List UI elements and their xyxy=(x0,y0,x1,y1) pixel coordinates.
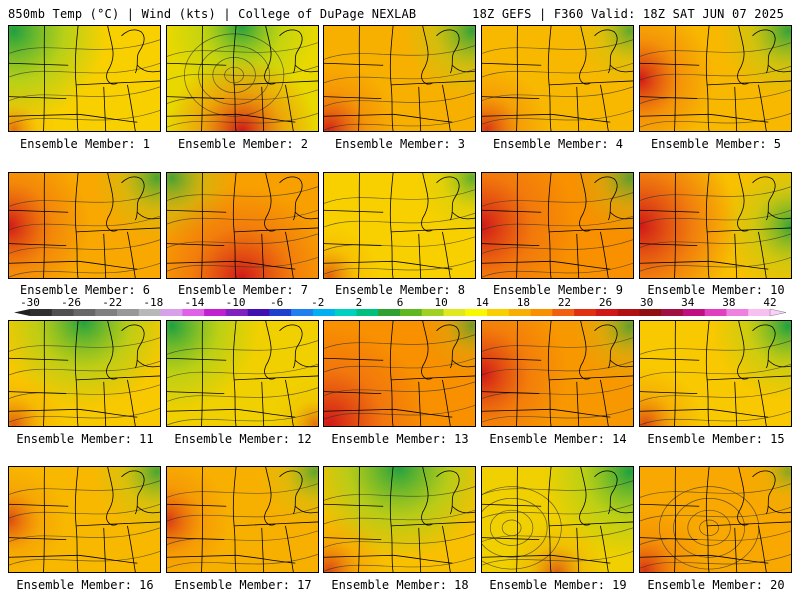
colorbar-segment xyxy=(574,309,597,316)
colorbar-segment xyxy=(508,309,531,316)
colorbar-tick-label: -14 xyxy=(185,297,205,309)
colorbar-segment xyxy=(726,309,749,316)
colorbar-segment xyxy=(639,309,662,316)
colorbar-segment xyxy=(334,309,357,316)
colorbar-tick-label: 42 xyxy=(763,297,776,309)
ensemble-map-panel xyxy=(166,320,319,427)
colorbar-segment xyxy=(530,309,553,316)
ensemble-map-panel xyxy=(639,172,792,279)
ensemble-member-label: Ensemble Member: 16 xyxy=(16,578,154,592)
ensemble-member-label: Ensemble Member: 13 xyxy=(331,432,469,446)
colorbar-tick-label: 18 xyxy=(517,297,530,309)
ensemble-map-panel xyxy=(166,172,319,279)
ensemble-map-panel xyxy=(8,172,161,279)
colorbar-tick-label: -22 xyxy=(102,297,122,309)
ensemble-member-label: Ensemble Member: 6 xyxy=(19,283,151,297)
ensemble-member-label: Ensemble Member: 15 xyxy=(647,432,785,446)
colorbar-segment xyxy=(204,309,227,316)
colorbar-segment xyxy=(312,309,336,316)
colorbar-segment xyxy=(73,309,96,316)
ensemble-map-panel xyxy=(639,25,792,132)
colorbar-segment xyxy=(682,309,706,316)
colorbar-tick-label: -6 xyxy=(270,297,283,309)
colorbar-min-arrow xyxy=(14,309,30,316)
colorbar-tick-label: 10 xyxy=(434,297,447,309)
ensemble-member-label: Ensemble Member: 9 xyxy=(492,283,624,297)
colorbar-segment xyxy=(421,309,444,316)
ensemble-member-label: Ensemble Member: 1 xyxy=(19,137,151,151)
colorbar-segment xyxy=(704,309,727,316)
colorbar-tick-label: -10 xyxy=(226,297,246,309)
colorbar-segment xyxy=(378,309,401,316)
ensemble-map-panel xyxy=(481,466,634,573)
ensemble-member-label: Ensemble Member: 2 xyxy=(177,137,309,151)
ensemble-map-panel xyxy=(166,466,319,573)
ensemble-map-panel xyxy=(323,172,476,279)
ensemble-map-panel xyxy=(481,25,634,132)
valid-time: 18Z GEFS | F360 Valid: 18Z SAT JUN 07 20… xyxy=(472,7,784,21)
colorbar-tick-label: -2 xyxy=(311,297,324,309)
ensemble-member-label: Ensemble Member: 8 xyxy=(334,283,466,297)
ensemble-member-label: Ensemble Member: 14 xyxy=(489,432,627,446)
colorbar-tick-label: 6 xyxy=(397,297,404,309)
colorbar-segment xyxy=(465,309,488,316)
ensemble-map-panel xyxy=(323,320,476,427)
colorbar-segment xyxy=(95,309,118,316)
ensemble-member-label: Ensemble Member: 19 xyxy=(489,578,627,592)
colorbar-tick-label: 26 xyxy=(599,297,612,309)
colorbar-segment xyxy=(443,309,466,316)
map-title: 850mb Temp (°C) | Wind (kts) | College o… xyxy=(8,7,417,21)
ensemble-map-panel xyxy=(323,466,476,573)
ensemble-map-panel xyxy=(323,25,476,132)
colorbar-segment xyxy=(225,309,248,316)
ensemble-member-label: Ensemble Member: 7 xyxy=(177,283,309,297)
colorbar-tick-label: 2 xyxy=(356,297,363,309)
colorbar-tick-label: -30 xyxy=(20,297,40,309)
colorbar-segment xyxy=(117,309,140,316)
ensemble-map-panel xyxy=(8,25,161,132)
colorbar-max-arrow xyxy=(769,308,787,317)
ensemble-map-panel xyxy=(639,320,792,427)
ensemble-member-label: Ensemble Member: 10 xyxy=(647,283,785,297)
colorbar-segment xyxy=(487,309,510,316)
colorbar-tick-label: 14 xyxy=(476,297,490,309)
ensemble-map-panel xyxy=(8,320,161,427)
ensemble-member-label: Ensemble Member: 20 xyxy=(647,578,785,592)
ensemble-member-label: Ensemble Member: 3 xyxy=(334,137,466,151)
temperature-colorbar: -30 -26 -22 -18 -14 -10 -6 -2 2 6 10 14 18 22 26 30 34 38… xyxy=(14,297,787,317)
colorbar-segment xyxy=(617,309,640,316)
colorbar-segment xyxy=(595,309,618,316)
colorbar-tick-label: -18 xyxy=(143,297,163,309)
colorbar-tick-label: 30 xyxy=(640,297,653,309)
colorbar-segment xyxy=(247,309,270,316)
ensemble-map-panel xyxy=(8,466,161,573)
colorbar-segment xyxy=(552,309,575,316)
colorbar-segment xyxy=(356,309,379,316)
colorbar-segment xyxy=(30,309,53,316)
colorbar-segment xyxy=(138,309,161,316)
ensemble-member-label: Ensemble Member: 12 xyxy=(174,432,312,446)
ensemble-member-label: Ensemble Member: 11 xyxy=(16,432,154,446)
colorbar-tick-label: 34 xyxy=(681,297,695,309)
colorbar-tick-label: 38 xyxy=(722,297,735,309)
colorbar-segment xyxy=(748,309,771,316)
ensemble-map-panel xyxy=(481,172,634,279)
colorbar-tick-label: -26 xyxy=(61,297,81,309)
colorbar-segment xyxy=(400,309,423,316)
ensemble-member-label: Ensemble Member: 4 xyxy=(492,137,624,151)
ensemble-member-label: Ensemble Member: 18 xyxy=(331,578,469,592)
colorbar-segment xyxy=(269,309,292,316)
colorbar-segment xyxy=(51,309,74,316)
colorbar-segment xyxy=(661,309,684,316)
ensemble-map-panel xyxy=(481,320,634,427)
ensemble-member-label: Ensemble Member: 5 xyxy=(650,137,782,151)
ensemble-map-panel xyxy=(166,25,319,132)
colorbar-segment xyxy=(291,309,314,316)
ensemble-map-panel xyxy=(639,466,792,573)
colorbar-segment xyxy=(182,309,205,316)
colorbar-segment xyxy=(160,309,183,316)
ensemble-member-label: Ensemble Member: 17 xyxy=(174,578,312,592)
colorbar-tick-label: 22 xyxy=(558,297,571,309)
